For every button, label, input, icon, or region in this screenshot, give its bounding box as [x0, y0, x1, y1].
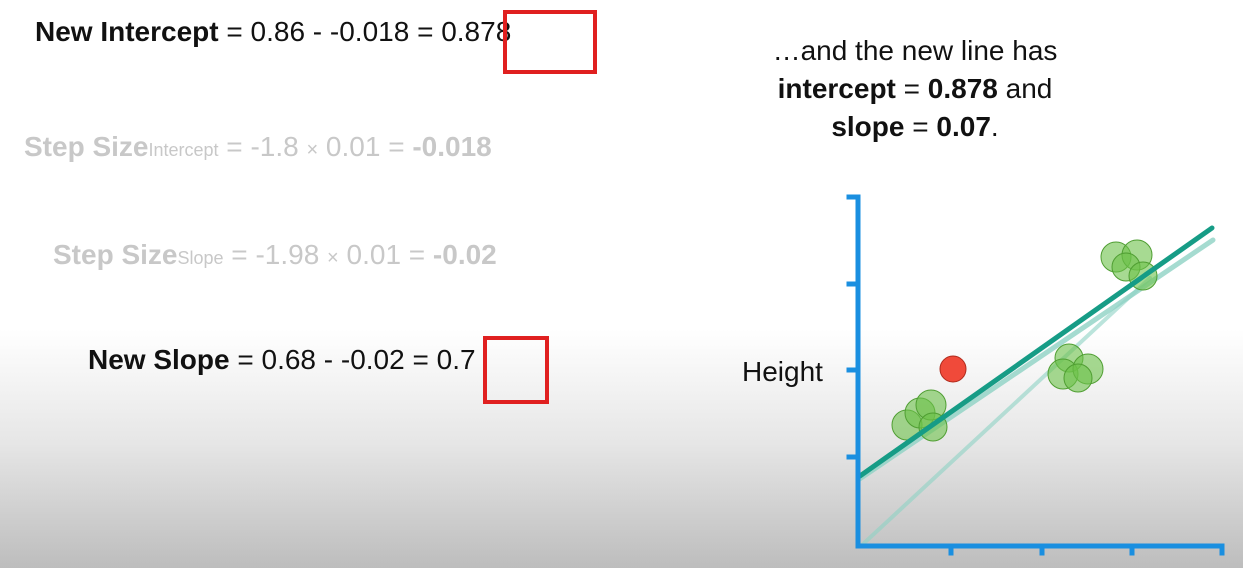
step-size-intercept-subscript: Intercept [148, 140, 219, 160]
previous-fit-line [855, 237, 1216, 483]
multiply-sign: × [327, 247, 339, 269]
new-slope-equation: New Slope = 0.68 - -0.02 = 0.7 [88, 346, 476, 374]
caption-and: and [997, 73, 1053, 104]
data-point-cluster-mid [1047, 343, 1104, 393]
axes [846, 194, 1225, 556]
step-size-slope-equation: Step SizeSlope = -1.98 × 0.01 = -0.02 [53, 241, 497, 269]
y-axis-label: Height [742, 356, 823, 387]
caption-line-3: slope = 0.07. [700, 108, 1130, 146]
new-intercept-result: 0.878 [441, 16, 512, 47]
caption-line-2: intercept = 0.878 and [700, 70, 1130, 108]
caption-equals: = [895, 73, 928, 104]
intercept-result-highlight-box [503, 10, 597, 74]
data-point [1063, 363, 1093, 393]
step-size-intercept-expr-b: 0.01 = [318, 131, 413, 162]
new-slope-label: New Slope [88, 344, 230, 375]
step-size-slope-label: Step Size [53, 239, 178, 270]
caption: …and the new line has intercept = 0.878 … [700, 32, 1130, 146]
caption-intercept-word: intercept [777, 73, 896, 104]
caption-period: . [990, 111, 999, 142]
new-intercept-expression: = 0.86 - -0.018 = [218, 16, 442, 47]
multiply-sign: × [306, 139, 319, 161]
step-size-slope-subscript: Slope [177, 248, 224, 268]
step-size-intercept-expr-a: = -1.8 [218, 131, 307, 162]
new-intercept-label: New Intercept [35, 16, 219, 47]
previous-fit-line-steep [860, 276, 1152, 547]
step-size-slope-result: -0.02 [432, 239, 497, 270]
new-slope-result: 0.7 [436, 344, 476, 375]
step-size-slope-expr-b: 0.01 = [338, 239, 433, 270]
caption-line-1: …and the new line has [772, 35, 1058, 66]
step-size-intercept-label: Step Size [24, 131, 149, 162]
new-slope-expression: = 0.68 - -0.02 = [229, 344, 437, 375]
data-point-cluster-high [1100, 239, 1158, 291]
caption-slope-word: slope [831, 111, 905, 142]
caption-equals: = [904, 111, 937, 142]
slope-result-highlight-box [483, 336, 549, 404]
step-size-intercept-result: -0.018 [412, 131, 492, 162]
step-size-slope-expr-a: = -1.98 [223, 239, 328, 270]
caption-slope-value: 0.07 [936, 111, 991, 142]
new-intercept-equation: New Intercept = 0.86 - -0.018 = 0.878 [35, 18, 511, 46]
outlier-point [939, 355, 967, 383]
caption-intercept-value: 0.878 [927, 73, 998, 104]
step-size-intercept-equation: Step SizeIntercept = -1.8 × 0.01 = -0.01… [24, 133, 492, 161]
new-fit-line [857, 225, 1215, 479]
